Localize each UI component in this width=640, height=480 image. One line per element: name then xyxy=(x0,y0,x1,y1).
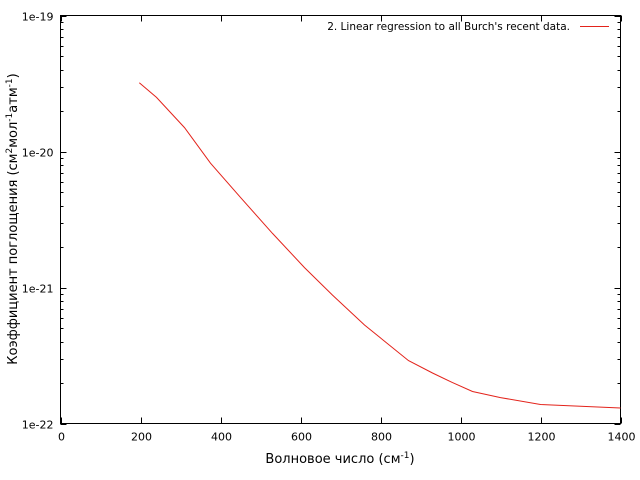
x-tick-label: 400 xyxy=(211,431,232,444)
legend: 2. Linear regression to all Burch's rece… xyxy=(327,21,609,33)
x-tick-label: 600 xyxy=(291,431,312,444)
y-tick-label: 1e-20 xyxy=(22,147,54,160)
axis-tick-labels: 0 200 400 600 800 1000 1200 1400 1e-22 1e-21 1e-20… xyxy=(22,11,636,444)
y-tick-label: 1e-19 xyxy=(22,11,54,24)
x-axis-title: Волновое число (см-1) xyxy=(265,451,414,467)
x-tick-label: 1000 xyxy=(448,431,476,444)
x-tick-label: 0 xyxy=(58,431,65,444)
y-tick-label: 1e-21 xyxy=(22,283,54,296)
axis-ticks xyxy=(60,15,622,425)
series-line xyxy=(138,82,621,409)
series-group xyxy=(138,82,621,409)
x-tick-label: 200 xyxy=(131,431,152,444)
y-axis-title: Коэффициент поглощения (см2мол-1атм-1) xyxy=(5,73,21,364)
plot-frame xyxy=(60,15,621,424)
x-tick-label: 1200 xyxy=(528,431,556,444)
y-tick-label: 1e-22 xyxy=(22,419,54,432)
x-tick-label: 800 xyxy=(371,431,392,444)
legend-label: 2. Linear regression to all Burch's rece… xyxy=(327,21,570,33)
x-tick-label: 1400 xyxy=(608,431,636,444)
